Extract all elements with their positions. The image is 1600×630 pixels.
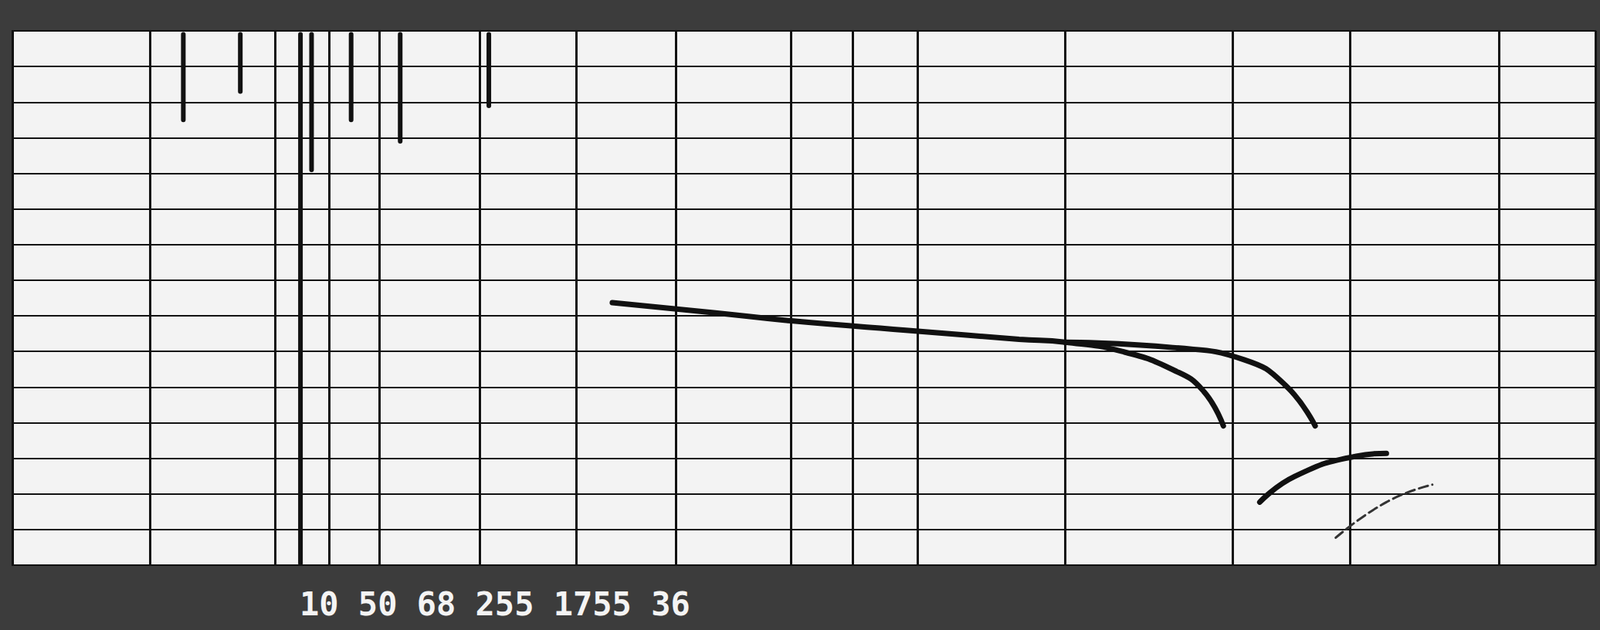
svg-text:10 50 68 255 1755 36: 10 50 68 255 1755 36: [299, 585, 691, 624]
